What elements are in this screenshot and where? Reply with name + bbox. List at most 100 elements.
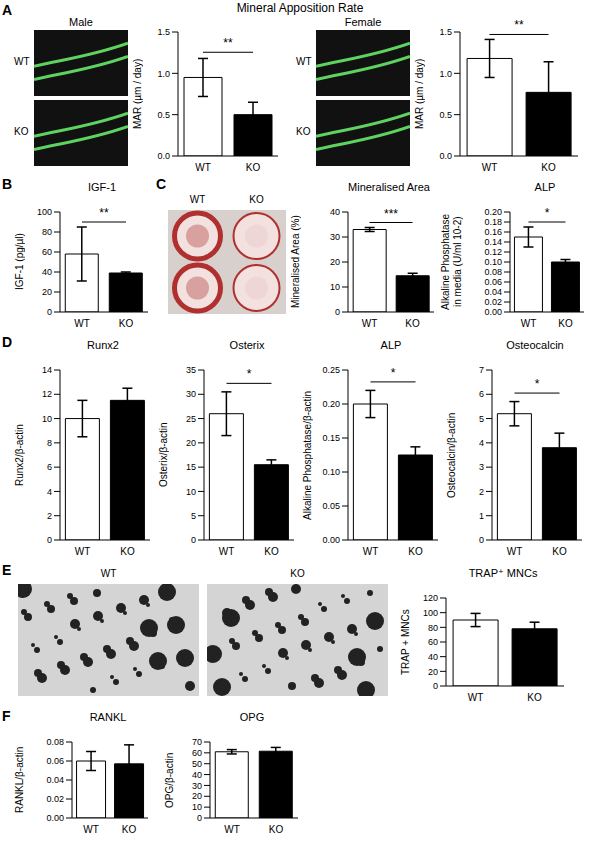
svg-text:KO: KO xyxy=(264,546,279,557)
svg-text:WT: WT xyxy=(482,162,498,173)
svg-text:0.20: 0.20 xyxy=(322,399,340,409)
svg-text:20: 20 xyxy=(192,791,202,801)
svg-text:12: 12 xyxy=(42,389,52,399)
svg-text:0.0: 0.0 xyxy=(439,151,452,161)
svg-text:25: 25 xyxy=(186,414,196,424)
svg-text:WT: WT xyxy=(83,824,99,835)
svg-text:1.5: 1.5 xyxy=(157,27,170,37)
svg-text:0.06: 0.06 xyxy=(46,756,64,766)
svg-text:0.14: 0.14 xyxy=(484,237,502,247)
svg-text:WT: WT xyxy=(507,546,523,557)
svg-text:KO: KO xyxy=(119,318,134,329)
svg-text:*: * xyxy=(247,367,252,381)
svg-text:**: ** xyxy=(514,18,524,32)
svg-text:8: 8 xyxy=(47,438,52,448)
svg-text:0.5: 0.5 xyxy=(439,110,452,120)
svg-text:40: 40 xyxy=(42,267,52,277)
svg-text:0: 0 xyxy=(47,535,52,545)
svg-text:*: * xyxy=(391,366,396,380)
svg-text:1.0: 1.0 xyxy=(439,69,452,79)
svg-text:WT: WT xyxy=(219,546,235,557)
svg-text:0: 0 xyxy=(433,681,438,691)
svg-text:0: 0 xyxy=(335,307,340,317)
svg-text:10: 10 xyxy=(186,487,196,497)
svg-text:1.5: 1.5 xyxy=(439,27,452,37)
svg-text:0.10: 0.10 xyxy=(484,257,502,267)
svg-text:KO: KO xyxy=(558,318,573,329)
svg-text:5: 5 xyxy=(191,511,196,521)
svg-text:0.25: 0.25 xyxy=(322,365,340,375)
svg-text:0.04: 0.04 xyxy=(46,775,64,785)
svg-text:KO: KO xyxy=(408,546,423,557)
svg-text:7: 7 xyxy=(479,365,484,375)
svg-text:2: 2 xyxy=(479,487,484,497)
svg-text:100: 100 xyxy=(37,207,52,217)
svg-text:0: 0 xyxy=(191,535,196,545)
svg-text:1: 1 xyxy=(479,511,484,521)
svg-text:*: * xyxy=(545,206,550,220)
svg-text:4: 4 xyxy=(47,487,52,497)
svg-text:60: 60 xyxy=(42,247,52,257)
svg-text:0: 0 xyxy=(479,535,484,545)
svg-text:0.18: 0.18 xyxy=(484,217,502,227)
svg-text:120: 120 xyxy=(423,593,438,603)
svg-text:100: 100 xyxy=(423,608,438,618)
svg-text:30: 30 xyxy=(330,232,340,242)
svg-text:0.00: 0.00 xyxy=(484,307,502,317)
svg-text:WT: WT xyxy=(363,546,379,557)
svg-text:40: 40 xyxy=(428,652,438,662)
svg-text:0.5: 0.5 xyxy=(157,110,170,120)
svg-text:50: 50 xyxy=(192,759,202,769)
svg-text:0.16: 0.16 xyxy=(484,227,502,237)
svg-text:0.08: 0.08 xyxy=(484,267,502,277)
svg-text:1.0: 1.0 xyxy=(157,69,170,79)
svg-text:40: 40 xyxy=(330,207,340,217)
svg-text:0.04: 0.04 xyxy=(484,287,502,297)
svg-text:0.02: 0.02 xyxy=(484,297,502,307)
svg-text:4: 4 xyxy=(479,438,484,448)
svg-text:WT: WT xyxy=(468,692,484,703)
svg-text:14: 14 xyxy=(42,365,52,375)
svg-text:5: 5 xyxy=(479,414,484,424)
svg-text:***: *** xyxy=(384,207,398,221)
svg-text:30: 30 xyxy=(186,389,196,399)
svg-text:0.08: 0.08 xyxy=(46,737,64,747)
svg-text:KO: KO xyxy=(405,318,420,329)
svg-text:KO: KO xyxy=(269,824,284,835)
svg-text:0.02: 0.02 xyxy=(46,794,64,804)
svg-text:**: ** xyxy=(99,206,109,220)
svg-text:KO: KO xyxy=(246,162,261,173)
svg-text:70: 70 xyxy=(192,737,202,747)
svg-text:0.10: 0.10 xyxy=(322,467,340,477)
svg-text:3: 3 xyxy=(479,462,484,472)
svg-text:WT: WT xyxy=(521,318,537,329)
svg-text:*: * xyxy=(535,377,540,391)
svg-text:KO: KO xyxy=(552,546,567,557)
svg-text:15: 15 xyxy=(186,462,196,472)
svg-text:40: 40 xyxy=(192,770,202,780)
svg-text:10: 10 xyxy=(192,802,202,812)
svg-text:0.05: 0.05 xyxy=(322,501,340,511)
svg-text:KO: KO xyxy=(541,162,556,173)
svg-text:0.15: 0.15 xyxy=(322,433,340,443)
svg-text:WT: WT xyxy=(74,318,90,329)
svg-text:KO: KO xyxy=(527,692,542,703)
svg-text:20: 20 xyxy=(186,438,196,448)
svg-text:0.00: 0.00 xyxy=(322,535,340,545)
svg-text:0.00: 0.00 xyxy=(46,813,64,823)
svg-text:35: 35 xyxy=(186,365,196,375)
svg-text:20: 20 xyxy=(42,287,52,297)
svg-text:0: 0 xyxy=(197,813,202,823)
svg-text:0.0: 0.0 xyxy=(157,151,170,161)
svg-text:60: 60 xyxy=(192,748,202,758)
svg-text:30: 30 xyxy=(192,781,202,791)
svg-text:20: 20 xyxy=(330,257,340,267)
svg-text:60: 60 xyxy=(428,637,438,647)
svg-text:KO: KO xyxy=(120,546,135,557)
svg-text:WT: WT xyxy=(224,824,240,835)
svg-text:0.12: 0.12 xyxy=(484,247,502,257)
svg-text:80: 80 xyxy=(428,623,438,633)
svg-text:0.20: 0.20 xyxy=(484,207,502,217)
svg-text:10: 10 xyxy=(330,282,340,292)
svg-text:WT: WT xyxy=(362,318,378,329)
